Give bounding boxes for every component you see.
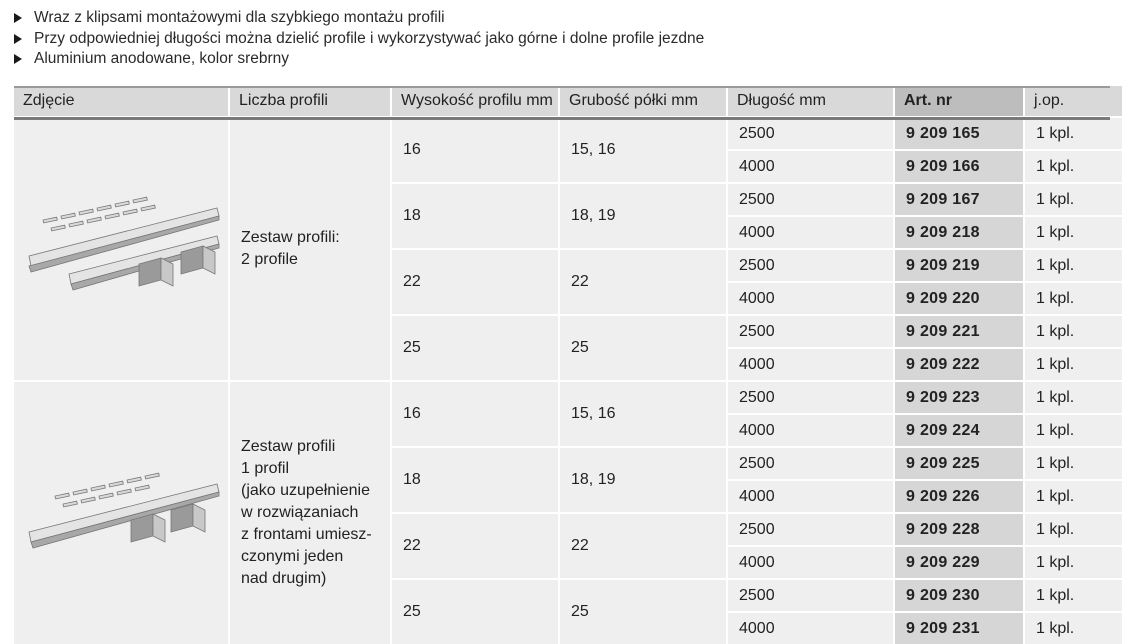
article-number-cell: 9 209 220 (895, 283, 1023, 314)
length-cell: 2500 (728, 448, 893, 479)
unit-cell: 1 kpl. (1025, 316, 1122, 347)
article-number-cell: 9 209 225 (895, 448, 1023, 479)
article-number-cell: 9 209 167 (895, 184, 1023, 215)
header-art-nr: Art. nr (895, 86, 1023, 116)
length-cell: 2500 (728, 580, 893, 611)
unit-cell: 1 kpl. (1025, 580, 1122, 611)
length-cell: 2500 (728, 316, 893, 347)
length-cell: 4000 (728, 481, 893, 512)
profile-height-cell: 22 (392, 514, 558, 578)
unit-cell: 1 kpl. (1025, 283, 1122, 314)
shelf-thickness-cell: 15, 16 (560, 382, 726, 446)
unit-cell: 1 kpl. (1025, 151, 1122, 182)
clip-pieces (42, 196, 156, 232)
shelf-thickness-cell: 22 (560, 514, 726, 578)
length-cell: 2500 (728, 118, 893, 149)
unit-cell: 1 kpl. (1025, 415, 1122, 446)
unit-cell: 1 kpl. (1025, 118, 1122, 149)
unit-cell: 1 kpl. (1025, 613, 1122, 644)
profile-set-image (28, 196, 220, 291)
article-number-cell: 9 209 229 (895, 547, 1023, 578)
article-number-cell: 9 209 218 (895, 217, 1023, 248)
article-number-cell: 9 209 222 (895, 349, 1023, 380)
length-cell: 4000 (728, 151, 893, 182)
profile-height-cell: 25 (392, 316, 558, 380)
article-number-cell: 9 209 223 (895, 382, 1023, 413)
profile-single-image (28, 472, 220, 549)
article-number-cell: 9 209 228 (895, 514, 1023, 545)
article-number-cell: 9 209 226 (895, 481, 1023, 512)
length-cell: 2500 (728, 514, 893, 545)
header-height: Wysokość profilu mm (392, 86, 558, 116)
length-cell: 2500 (728, 382, 893, 413)
length-cell: 2500 (728, 250, 893, 281)
article-number-cell: 9 209 231 (895, 613, 1023, 644)
shelf-thickness-cell: 25 (560, 580, 726, 644)
profile-height-cell: 16 (392, 382, 558, 446)
profile-height-cell: 16 (392, 118, 558, 182)
header-photo: Zdjęcie (14, 86, 228, 116)
shelf-thickness-cell: 18, 19 (560, 448, 726, 512)
profile-height-cell: 18 (392, 448, 558, 512)
shelf-thickness-cell: 15, 16 (560, 118, 726, 182)
length-cell: 4000 (728, 415, 893, 446)
profile-height-cell: 22 (392, 250, 558, 314)
unit-cell: 1 kpl. (1025, 184, 1122, 215)
header-unit: j.op. (1025, 86, 1122, 116)
feature-item: Przy odpowiedniej długości można dzielić… (14, 29, 704, 50)
product-photo-1-profile (14, 382, 228, 644)
bullet-arrow-icon (14, 54, 22, 65)
feature-text: Wraz z klipsami montażowymi dla szybkieg… (34, 9, 445, 27)
unit-cell: 1 kpl. (1025, 547, 1122, 578)
feature-text: Aluminium anodowane, kolor srebrny (34, 50, 290, 68)
product-photo-2-profiles (14, 118, 228, 380)
unit-cell: 1 kpl. (1025, 514, 1122, 545)
length-cell: 4000 (728, 217, 893, 248)
unit-cell: 1 kpl. (1025, 481, 1122, 512)
length-cell: 4000 (728, 613, 893, 644)
bullet-arrow-icon (14, 33, 22, 44)
article-number-cell: 9 209 165 (895, 118, 1023, 149)
length-cell: 2500 (728, 184, 893, 215)
shelf-thickness-cell: 18, 19 (560, 184, 726, 248)
header-bottom-rule (14, 117, 1110, 120)
table-top-rule (14, 86, 1110, 88)
profile-height-cell: 18 (392, 184, 558, 248)
header-length: Długość mm (728, 86, 893, 116)
unit-cell: 1 kpl. (1025, 250, 1122, 281)
feature-list: Wraz z klipsami montażowymi dla szybkieg… (14, 8, 704, 70)
unit-cell: 1 kpl. (1025, 349, 1122, 380)
bullet-arrow-icon (14, 13, 22, 24)
article-number-cell: 9 209 166 (895, 151, 1023, 182)
article-number-cell: 9 209 224 (895, 415, 1023, 446)
feature-text: Przy odpowiedniej długości można dzielić… (34, 29, 705, 47)
profile-height-cell: 25 (392, 580, 558, 644)
feature-item: Wraz z klipsami montażowymi dla szybkieg… (14, 8, 704, 29)
length-cell: 4000 (728, 283, 893, 314)
shelf-thickness-cell: 22 (560, 250, 726, 314)
article-number-cell: 9 209 219 (895, 250, 1023, 281)
unit-cell: 1 kpl. (1025, 448, 1122, 479)
shelf-thickness-cell: 25 (560, 316, 726, 380)
header-count: Liczba profili (230, 86, 390, 116)
set-description: Zestaw profili 1 profil (jako uzupełnien… (230, 382, 390, 644)
article-number-cell: 9 209 230 (895, 580, 1023, 611)
length-cell: 4000 (728, 349, 893, 380)
product-table: Zdjęcie Liczba profili Wysokość profilu … (14, 86, 1122, 644)
set-description: Zestaw profili: 2 profile (230, 118, 390, 380)
clip-pieces (54, 472, 160, 508)
header-thickness: Grubość półki mm (560, 86, 726, 116)
unit-cell: 1 kpl. (1025, 382, 1122, 413)
article-number-cell: 9 209 221 (895, 316, 1023, 347)
feature-item: Aluminium anodowane, kolor srebrny (14, 49, 704, 70)
unit-cell: 1 kpl. (1025, 217, 1122, 248)
length-cell: 4000 (728, 547, 893, 578)
